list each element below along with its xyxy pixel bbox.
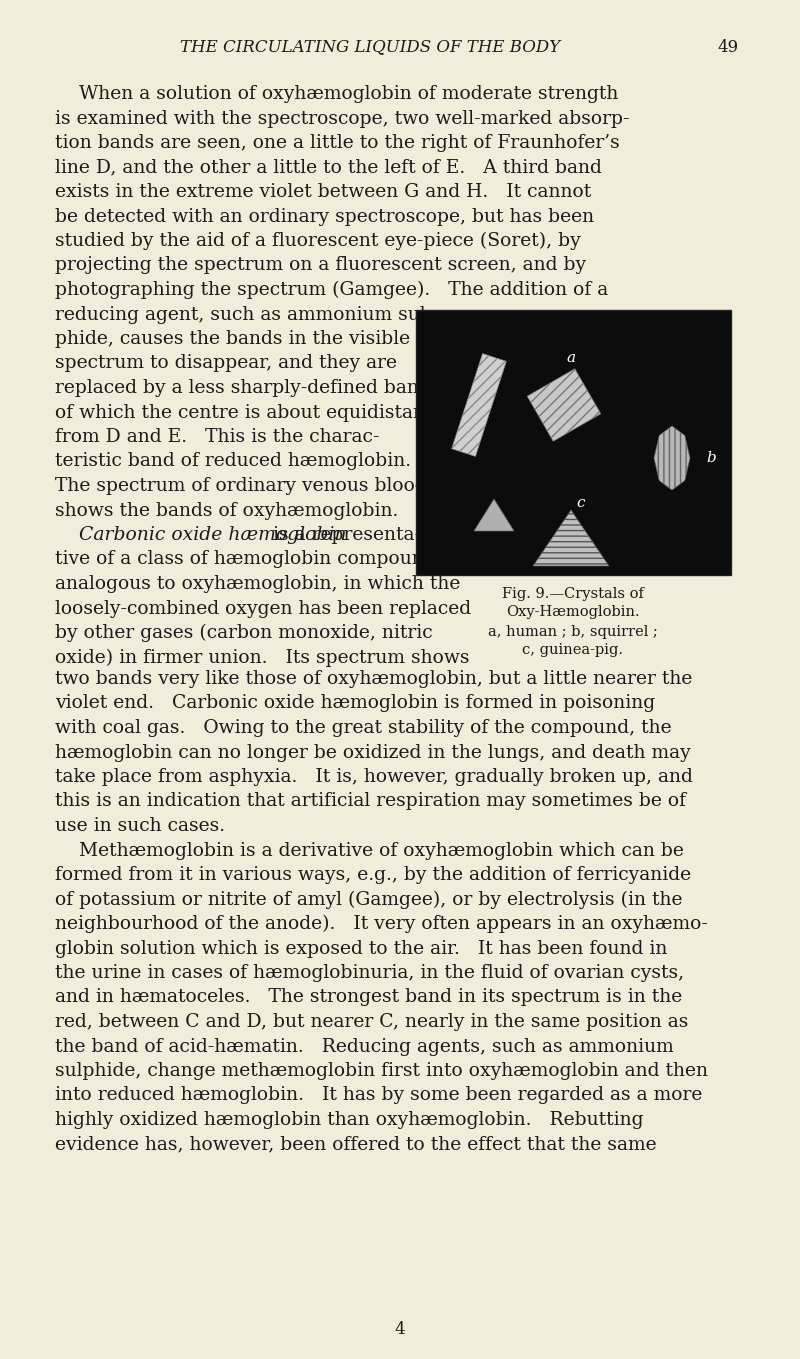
Text: shows the bands of oxyhæmoglobin.: shows the bands of oxyhæmoglobin. — [55, 501, 398, 519]
Text: projecting the spectrum on a fluorescent screen, and by: projecting the spectrum on a fluorescent… — [55, 257, 586, 275]
Polygon shape — [654, 425, 690, 491]
Text: sulphide, change methæmoglobin first into oxyhæmoglobin and then: sulphide, change methæmoglobin first int… — [55, 1061, 708, 1080]
Text: Carbonic oxide hæmoglobin: Carbonic oxide hæmoglobin — [55, 526, 346, 544]
Text: is examined with the spectroscope, two well-marked absorp-: is examined with the spectroscope, two w… — [55, 110, 630, 128]
Text: and in hæmatoceles.   The strongest band in its spectrum is in the: and in hæmatoceles. The strongest band i… — [55, 988, 682, 1007]
Text: globin solution which is exposed to the air.   It has been found in: globin solution which is exposed to the … — [55, 939, 667, 958]
Text: neighbourhood of the anode).   It very often appears in an oxyhæmo-: neighbourhood of the anode). It very oft… — [55, 915, 708, 934]
Text: 49: 49 — [718, 38, 738, 56]
Text: line D, and the other a little to the left of E.   A third band: line D, and the other a little to the le… — [55, 159, 602, 177]
Polygon shape — [452, 353, 506, 457]
Text: take place from asphyxia.   It is, however, gradually broken up, and: take place from asphyxia. It is, however… — [55, 768, 693, 786]
Text: replaced by a less sharply-defined band,: replaced by a less sharply-defined band, — [55, 379, 437, 397]
Text: analogous to oxyhæmoglobin, in which the: analogous to oxyhæmoglobin, in which the — [55, 575, 460, 593]
Text: Oxy-Hæmoglobin.: Oxy-Hæmoglobin. — [506, 605, 640, 618]
Text: red, between C and D, but nearer C, nearly in the same position as: red, between C and D, but nearer C, near… — [55, 1012, 688, 1031]
Polygon shape — [474, 499, 514, 531]
Polygon shape — [527, 368, 601, 442]
Text: the band of acid-hæmatin.   Reducing agents, such as ammonium: the band of acid-hæmatin. Reducing agent… — [55, 1037, 674, 1056]
Text: loosely-combined oxygen has been replaced: loosely-combined oxygen has been replace… — [55, 599, 471, 617]
Text: violet end.   Carbonic oxide hæmoglobin is formed in poisoning: violet end. Carbonic oxide hæmoglobin is… — [55, 694, 655, 712]
Text: hæmoglobin can no longer be oxidized in the lungs, and death may: hæmoglobin can no longer be oxidized in … — [55, 743, 690, 761]
Text: photographing the spectrum (Gamgee).   The addition of a: photographing the spectrum (Gamgee). The… — [55, 281, 608, 299]
Text: by other gases (carbon monoxide, nitric: by other gases (carbon monoxide, nitric — [55, 624, 433, 643]
Text: evidence has, however, been offered to the effect that the same: evidence has, however, been offered to t… — [55, 1136, 657, 1154]
Text: into reduced hæmoglobin.   It has by some been regarded as a more: into reduced hæmoglobin. It has by some … — [55, 1086, 702, 1105]
Text: of which the centre is about equidistant: of which the centre is about equidistant — [55, 404, 433, 421]
Text: highly oxidized hæmoglobin than oxyhæmoglobin.   Rebutting: highly oxidized hæmoglobin than oxyhæmog… — [55, 1112, 643, 1129]
Text: THE CIRCULATING LIQUIDS OF THE BODY: THE CIRCULATING LIQUIDS OF THE BODY — [180, 38, 560, 56]
Text: c, guinea-pig.: c, guinea-pig. — [522, 643, 623, 656]
Text: phide, causes the bands in the visible: phide, causes the bands in the visible — [55, 330, 410, 348]
Text: teristic band of reduced hæmoglobin.: teristic band of reduced hæmoglobin. — [55, 453, 411, 470]
Text: tive of a class of hæmoglobin compounds: tive of a class of hæmoglobin compounds — [55, 550, 446, 568]
Text: two bands very like those of oxyhæmoglobin, but a little nearer the: two bands very like those of oxyhæmoglob… — [55, 670, 692, 688]
Text: is a representa-: is a representa- — [266, 526, 421, 544]
Text: Methæmoglobin is a derivative of oxyhæmoglobin which can be: Methæmoglobin is a derivative of oxyhæmo… — [55, 841, 684, 859]
Text: exists in the extreme violet between G and H.   It cannot: exists in the extreme violet between G a… — [55, 183, 591, 201]
Text: with coal gas.   Owing to the great stability of the compound, the: with coal gas. Owing to the great stabil… — [55, 719, 672, 737]
Text: be detected with an ordinary spectroscope, but has been: be detected with an ordinary spectroscop… — [55, 208, 594, 226]
Text: spectrum to disappear, and they are: spectrum to disappear, and they are — [55, 355, 397, 372]
Text: the urine in cases of hæmoglobinuria, in the fluid of ovarian cysts,: the urine in cases of hæmoglobinuria, in… — [55, 964, 684, 983]
Text: 4: 4 — [394, 1321, 406, 1339]
Text: from D and E.   This is the charac-: from D and E. This is the charac- — [55, 428, 379, 446]
Text: b: b — [706, 451, 716, 465]
Text: studied by the aid of a fluorescent eye-piece (Soret), by: studied by the aid of a fluorescent eye-… — [55, 232, 581, 250]
Text: tion bands are seen, one a little to the right of Fraunhofer’s: tion bands are seen, one a little to the… — [55, 135, 620, 152]
Bar — [416, 310, 731, 575]
Text: The spectrum of ordinary venous blood: The spectrum of ordinary venous blood — [55, 477, 426, 495]
Text: c: c — [577, 496, 586, 510]
Text: When a solution of oxyhæmoglobin of moderate strength: When a solution of oxyhæmoglobin of mode… — [55, 86, 618, 103]
Text: a, human ; b, squirrel ;: a, human ; b, squirrel ; — [488, 625, 658, 639]
Polygon shape — [533, 510, 609, 565]
Text: formed from it in various ways, e.g., by the addition of ferricyanide: formed from it in various ways, e.g., by… — [55, 866, 691, 883]
Text: of potassium or nitrite of amyl (Gamgee), or by electrolysis (in the: of potassium or nitrite of amyl (Gamgee)… — [55, 890, 682, 909]
Text: a: a — [566, 351, 575, 366]
Text: use in such cases.: use in such cases. — [55, 817, 225, 834]
Text: oxide) in firmer union.   Its spectrum shows: oxide) in firmer union. Its spectrum sho… — [55, 648, 470, 667]
Text: reducing agent, such as ammonium sul-: reducing agent, such as ammonium sul- — [55, 306, 432, 323]
Text: this is an indication that artificial respiration may sometimes be of: this is an indication that artificial re… — [55, 792, 686, 810]
Text: Fig. 9.—Crystals of: Fig. 9.—Crystals of — [502, 587, 644, 601]
